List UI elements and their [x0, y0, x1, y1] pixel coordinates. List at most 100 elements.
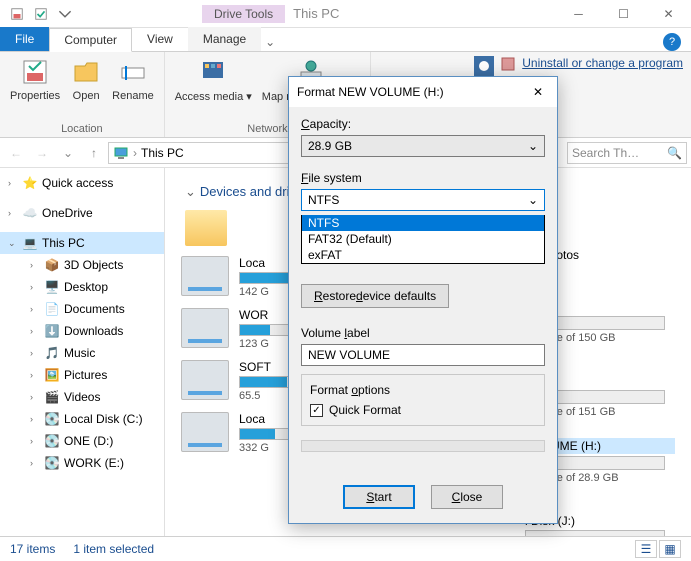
filesystem-dropdown: NTFS FAT32 (Default) exFAT [301, 215, 545, 264]
dialog-titlebar: Format NEW VOLUME (H:) ✕ [289, 77, 557, 107]
properties-icon [19, 56, 51, 88]
window-title: This PC [293, 6, 339, 21]
filesystem-label: File system [301, 171, 545, 185]
group-location-label: Location [6, 121, 158, 135]
tab-file[interactable]: File [0, 27, 49, 51]
tab-computer[interactable]: Computer [49, 28, 132, 52]
program-icon [500, 56, 516, 72]
quick-format-checkbox[interactable]: ✓Quick Format [310, 403, 536, 417]
format-options-legend: Format options [310, 383, 536, 397]
restore-defaults-button[interactable]: Restore device defaults [301, 284, 449, 308]
close-button[interactable]: ✕ [646, 0, 691, 28]
nav-desktop[interactable]: ›🖥️Desktop [0, 276, 164, 298]
tab-view[interactable]: View [132, 27, 188, 51]
maximize-button[interactable]: ☐ [601, 0, 646, 28]
fs-option-ntfs[interactable]: NTFS [302, 215, 544, 231]
drive-icon: 💽 [44, 433, 60, 449]
nav-onedrive[interactable]: ›☁️OneDrive [0, 202, 164, 224]
drive-icon [181, 360, 229, 400]
search-input[interactable]: Search Th… 🔍 [567, 142, 687, 164]
nav-pictures[interactable]: ›🖼️Pictures [0, 364, 164, 386]
close-button[interactable]: Close [431, 485, 503, 509]
nav-one-d[interactable]: ›💽ONE (D:) [0, 430, 164, 452]
filesystem-select[interactable]: NTFS⌄ [301, 189, 545, 211]
pictures-icon: 🖼️ [44, 367, 60, 383]
icons-view-button[interactable]: ▦ [659, 540, 681, 558]
up-button[interactable]: ↑ [82, 141, 106, 165]
progress-bar [301, 440, 545, 452]
back-button[interactable]: ← [4, 141, 28, 165]
open-button[interactable]: Open [66, 54, 106, 121]
capacity-label: Capacity: [301, 117, 545, 131]
drive-icon: 💽 [44, 455, 60, 471]
folder-icon [185, 210, 227, 246]
pc-icon: 💻 [22, 235, 38, 251]
rename-button[interactable]: Rename [108, 54, 158, 121]
this-pc-icon [113, 145, 129, 161]
nav-documents[interactable]: ›📄Documents [0, 298, 164, 320]
dialog-footer: Start Close [289, 477, 557, 523]
star-icon: ⭐ [22, 175, 38, 191]
tab-manage[interactable]: Manage [188, 27, 261, 51]
start-button[interactable]: Start [343, 485, 415, 509]
downloads-icon: ⬇️ [44, 323, 60, 339]
music-icon: 🎵 [44, 345, 60, 361]
qat-properties-icon[interactable] [6, 3, 28, 25]
context-tab-drive-tools: Drive Tools [202, 5, 285, 23]
nav-3d-objects[interactable]: ›📦3D Objects [0, 254, 164, 276]
drive-icon [181, 412, 229, 452]
rename-label: Rename [112, 90, 154, 102]
statusbar: 17 items 1 item selected ☰ ▦ [0, 536, 691, 560]
dialog-body: Capacity: 28.9 GB⌄ File system NTFS⌄ NTF… [289, 107, 557, 477]
open-icon [70, 56, 102, 88]
fs-option-fat32[interactable]: FAT32 (Default) [302, 231, 544, 247]
qat-dropdown-icon[interactable] [54, 3, 76, 25]
nav-music[interactable]: ›🎵Music [0, 342, 164, 364]
drive-j-bar [525, 530, 665, 536]
view-buttons: ☰ ▦ [635, 540, 681, 558]
nav-videos[interactable]: ›🎬Videos [0, 386, 164, 408]
capacity-select[interactable]: 28.9 GB⌄ [301, 135, 545, 157]
format-dialog: Format NEW VOLUME (H:) ✕ Capacity: 28.9 … [288, 76, 558, 524]
volume-label-input[interactable]: NEW VOLUME [301, 344, 545, 366]
properties-label: Properties [10, 90, 60, 102]
search-placeholder: Search Th… [572, 146, 639, 160]
nav-local-c[interactable]: ›💽Local Disk (C:) [0, 408, 164, 430]
chevron-down-icon: ⌄ [528, 193, 538, 207]
desktop-icon: 🖥️ [44, 279, 60, 295]
nav-this-pc[interactable]: ⌄💻This PC [0, 232, 164, 254]
properties-button[interactable]: Properties [6, 54, 64, 121]
access-media-button[interactable]: Access media ▾ [171, 54, 256, 121]
qat-checkbox-icon[interactable] [30, 3, 52, 25]
ribbon-right-links: Uninstall or change a program [474, 56, 683, 76]
volume-label-label: Volume label [301, 326, 545, 340]
recent-dropdown[interactable]: ⌄ [56, 141, 80, 165]
minimize-button[interactable]: ─ [556, 0, 601, 28]
chevron-down-icon: ⌄ [528, 139, 538, 153]
open-label: Open [73, 90, 100, 102]
selection-count: 1 item selected [73, 542, 154, 556]
fs-option-exfat[interactable]: exFAT [302, 247, 544, 263]
details-view-button[interactable]: ☰ [635, 540, 657, 558]
documents-icon: 📄 [44, 301, 60, 317]
dialog-close-button[interactable]: ✕ [527, 81, 549, 103]
nav-quick-access[interactable]: ›⭐Quick access [0, 172, 164, 194]
forward-button[interactable]: → [30, 141, 54, 165]
search-icon: 🔍 [667, 146, 682, 160]
ribbon-group-location: Properties Open Rename Location [0, 52, 165, 137]
collapse-ribbon-icon[interactable]: ⌄ [261, 33, 279, 51]
window-controls: ─ ☐ ✕ [556, 0, 691, 28]
nav-downloads[interactable]: ›⬇️Downloads [0, 320, 164, 342]
uninstall-link[interactable]: Uninstall or change a program [522, 56, 683, 70]
checkbox-icon: ✓ [310, 404, 323, 417]
help-icon[interactable]: ? [663, 33, 681, 51]
nav-work-e[interactable]: ›💽WORK (E:) [0, 452, 164, 474]
path-text: This PC [141, 146, 184, 160]
settings-icon [474, 56, 494, 76]
media-icon [197, 56, 229, 88]
quick-access-toolbar [0, 3, 82, 25]
rename-icon [117, 56, 149, 88]
navigation-pane: ›⭐Quick access ›☁️OneDrive ⌄💻This PC ›📦3… [0, 168, 165, 536]
format-options-fieldset: Format options ✓Quick Format [301, 374, 545, 426]
drive-icon: 💽 [44, 411, 60, 427]
